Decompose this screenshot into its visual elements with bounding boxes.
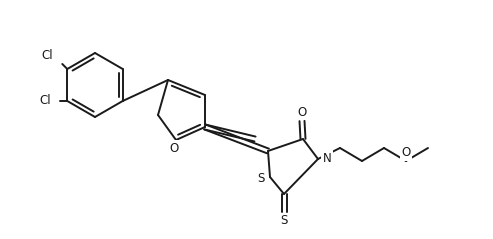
Text: O: O — [170, 141, 178, 154]
Text: S: S — [281, 214, 288, 228]
Text: O: O — [401, 147, 411, 159]
Text: N: N — [322, 152, 331, 164]
Text: Cl: Cl — [39, 93, 51, 107]
Text: S: S — [257, 172, 265, 185]
Text: O: O — [297, 105, 307, 119]
Text: Cl: Cl — [42, 49, 53, 61]
